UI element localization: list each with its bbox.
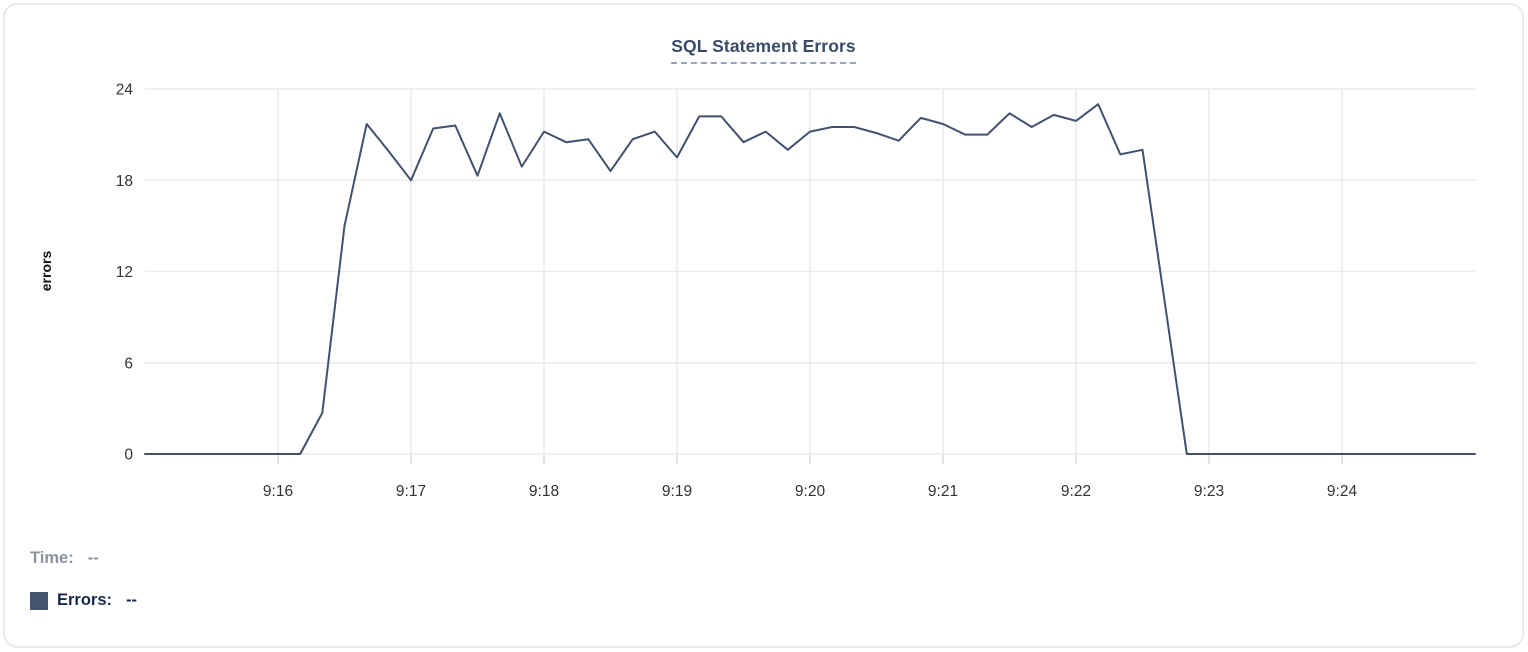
x-tick-label: 9:19	[662, 483, 692, 500]
y-tick-label: 24	[116, 82, 134, 99]
gridlines	[145, 88, 1475, 464]
chart-card: SQL Statement Errors 0 6 12 18 24 9:16 9:17 9:1…	[3, 3, 1524, 648]
x-tick-label: 9:16	[263, 483, 293, 500]
y-tick-label: 12	[116, 264, 133, 281]
tooltip-time-row: Time: --	[30, 549, 99, 568]
axis-labels: 0 6 12 18 24 9:16 9:17 9:18 9:19 9:20 9:21 9:22 9:23…	[38, 82, 1357, 501]
y-tick-label: 0	[124, 447, 133, 464]
errors-series-swatch-icon	[30, 591, 48, 610]
x-tick-label: 9:17	[396, 483, 426, 500]
x-tick-label: 9:18	[529, 483, 559, 500]
time-label: Time:	[30, 549, 74, 567]
x-tick-label: 9:24	[1327, 483, 1358, 500]
errors-line[interactable]	[144, 103, 1476, 455]
tooltip-errors-row: Errors: --	[30, 591, 137, 610]
chart-title-wrap: SQL Statement Errors	[5, 36, 1522, 64]
errors-label: Errors:	[57, 591, 113, 609]
y-tick-label: 6	[124, 355, 133, 372]
line-chart[interactable]: 0 6 12 18 24 9:16 9:17 9:18 9:19 9:20 9:21 9:22 9:23…	[5, 5, 1528, 515]
errors-series[interactable]	[144, 103, 1476, 455]
x-tick-label: 9:20	[795, 483, 826, 500]
y-tick-label: 18	[116, 173, 133, 190]
errors-value: --	[126, 591, 138, 609]
x-tick-label: 9:21	[928, 483, 958, 500]
y-axis-title: errors	[38, 251, 54, 292]
time-value: --	[87, 549, 99, 567]
chart-title[interactable]: SQL Statement Errors	[671, 36, 856, 64]
x-tick-label: 9:22	[1061, 483, 1091, 500]
x-tick-label: 9:23	[1194, 483, 1224, 500]
